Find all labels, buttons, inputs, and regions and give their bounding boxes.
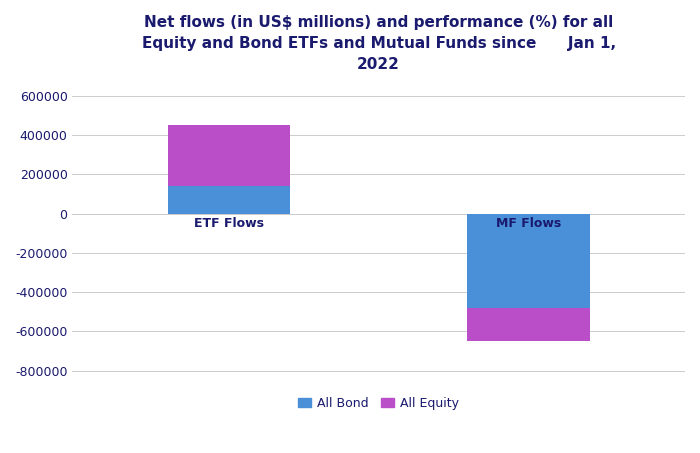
Text: ETF Flows: ETF Flows [194,217,264,230]
Legend: All Bond, All Equity: All Bond, All Equity [293,391,464,414]
Title: Net flows (in US$ millions) and performance (%) for all
Equity and Bond ETFs and: Net flows (in US$ millions) and performa… [141,15,616,72]
Text: MF Flows: MF Flows [496,217,561,230]
Bar [168,125,290,186]
Bar [168,186,290,213]
Bar [467,213,589,308]
Bar [467,308,589,341]
